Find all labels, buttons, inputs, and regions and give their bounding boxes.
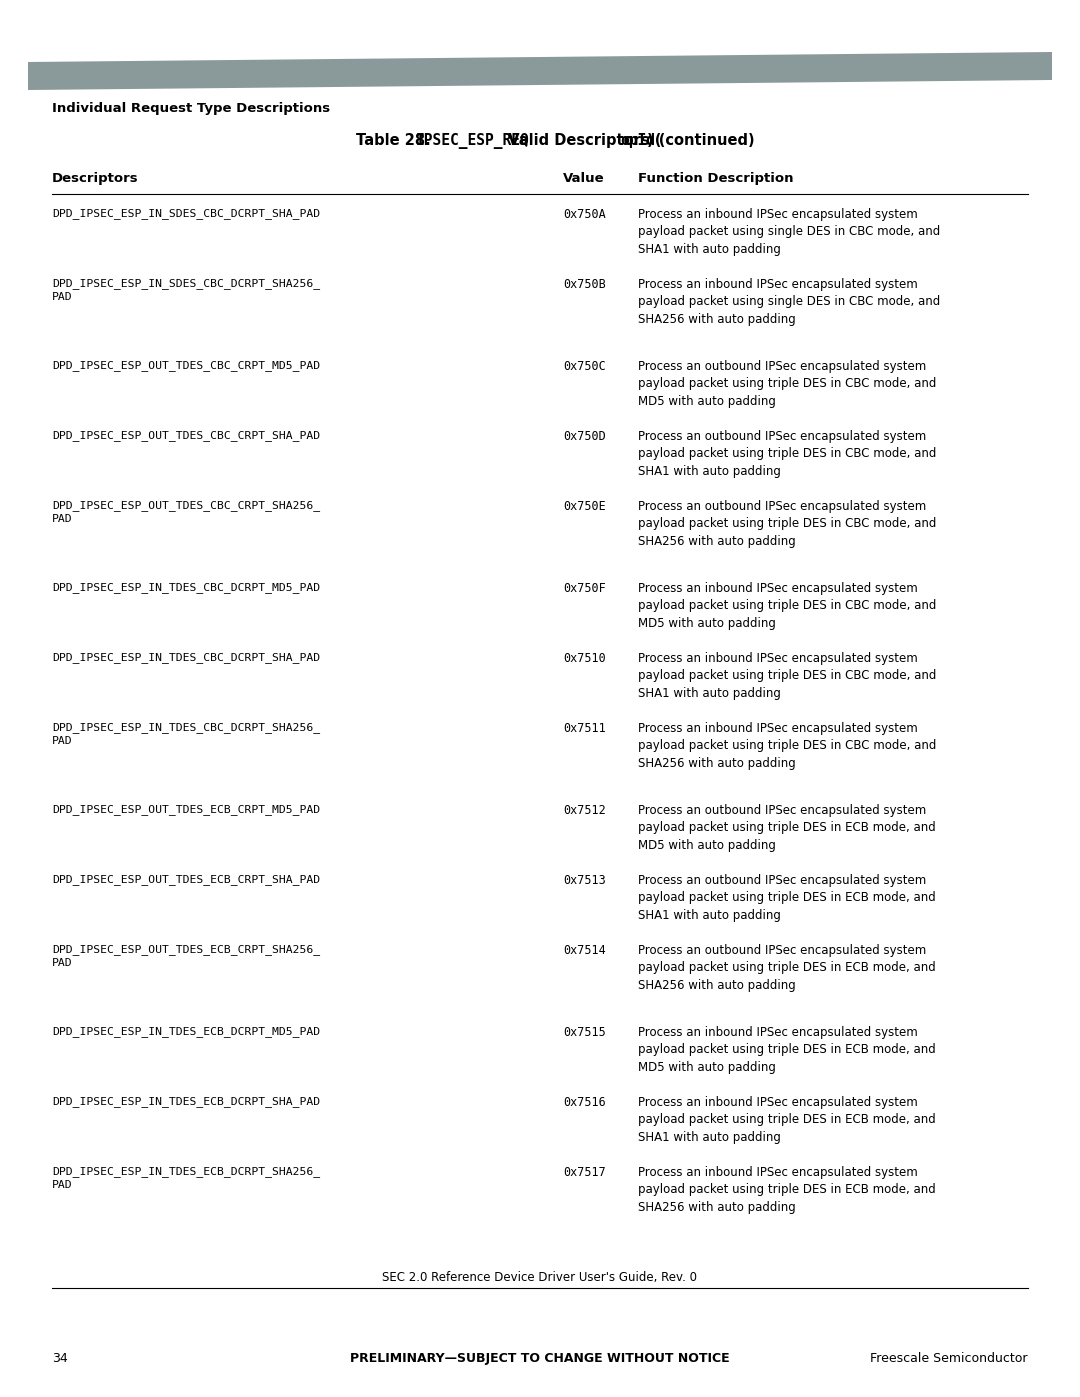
Text: PAD: PAD <box>52 1180 72 1190</box>
Text: DPD_IPSEC_ESP_IN_SDES_CBC_DCRPT_SHA_PAD: DPD_IPSEC_ESP_IN_SDES_CBC_DCRPT_SHA_PAD <box>52 208 320 219</box>
Text: Table 28.: Table 28. <box>356 133 436 148</box>
Text: Process an outbound IPSec encapsulated system
payload packet using triple DES in: Process an outbound IPSec encapsulated s… <box>638 430 936 478</box>
Text: 0x7516: 0x7516 <box>563 1097 606 1109</box>
Text: 0x7517: 0x7517 <box>563 1166 606 1179</box>
Text: 0x750A: 0x750A <box>563 208 606 221</box>
Text: SEC 2.0 Reference Device Driver User's Guide, Rev. 0: SEC 2.0 Reference Device Driver User's G… <box>382 1271 698 1284</box>
Text: DPD_IPSEC_ESP_IN_TDES_CBC_DCRPT_SHA_PAD: DPD_IPSEC_ESP_IN_TDES_CBC_DCRPT_SHA_PAD <box>52 652 320 664</box>
Text: 0x750F: 0x750F <box>563 583 606 595</box>
Text: DPD_IPSEC_ESP_OUT_TDES_CBC_CRPT_SHA_PAD: DPD_IPSEC_ESP_OUT_TDES_CBC_CRPT_SHA_PAD <box>52 430 320 441</box>
Text: IPSEC_ESP_REQ: IPSEC_ESP_REQ <box>415 133 529 149</box>
Text: Process an inbound IPSec encapsulated system
payload packet using triple DES in : Process an inbound IPSec encapsulated sy… <box>638 583 936 630</box>
Text: 0x750C: 0x750C <box>563 360 606 373</box>
Text: ) (continued): ) (continued) <box>647 133 755 148</box>
Text: DPD_IPSEC_ESP_IN_TDES_ECB_DCRPT_SHA_PAD: DPD_IPSEC_ESP_IN_TDES_ECB_DCRPT_SHA_PAD <box>52 1097 320 1106</box>
Text: PAD: PAD <box>52 514 72 524</box>
Text: PRELIMINARY—SUBJECT TO CHANGE WITHOUT NOTICE: PRELIMINARY—SUBJECT TO CHANGE WITHOUT NO… <box>350 1352 730 1365</box>
Text: 0x7512: 0x7512 <box>563 805 606 817</box>
Text: Individual Request Type Descriptions: Individual Request Type Descriptions <box>52 102 330 115</box>
Text: DPD_IPSEC_ESP_OUT_TDES_CBC_CRPT_SHA256_: DPD_IPSEC_ESP_OUT_TDES_CBC_CRPT_SHA256_ <box>52 500 320 511</box>
Text: PAD: PAD <box>52 958 72 968</box>
Text: DPD_IPSEC_ESP_OUT_TDES_CBC_CRPT_MD5_PAD: DPD_IPSEC_ESP_OUT_TDES_CBC_CRPT_MD5_PAD <box>52 360 320 372</box>
Text: 0x750E: 0x750E <box>563 500 606 513</box>
Text: Process an inbound IPSec encapsulated system
payload packet using triple DES in : Process an inbound IPSec encapsulated sy… <box>638 722 936 770</box>
Text: 0x750B: 0x750B <box>563 278 606 291</box>
Text: 0x7510: 0x7510 <box>563 652 606 665</box>
Text: Process an outbound IPSec encapsulated system
payload packet using triple DES in: Process an outbound IPSec encapsulated s… <box>638 360 936 408</box>
Text: Process an inbound IPSec encapsulated system
payload packet using single DES in : Process an inbound IPSec encapsulated sy… <box>638 278 941 326</box>
Text: PAD: PAD <box>52 292 72 302</box>
Text: Process an inbound IPSec encapsulated system
payload packet using triple DES in : Process an inbound IPSec encapsulated sy… <box>638 1025 935 1074</box>
Text: 34: 34 <box>52 1352 68 1365</box>
Text: Valid Descriptors (: Valid Descriptors ( <box>502 133 661 148</box>
Text: Freescale Semiconductor: Freescale Semiconductor <box>870 1352 1028 1365</box>
Text: opId: opId <box>620 133 656 148</box>
Text: DPD_IPSEC_ESP_IN_TDES_CBC_DCRPT_SHA256_: DPD_IPSEC_ESP_IN_TDES_CBC_DCRPT_SHA256_ <box>52 722 320 733</box>
Text: DPD_IPSEC_ESP_IN_TDES_ECB_DCRPT_MD5_PAD: DPD_IPSEC_ESP_IN_TDES_ECB_DCRPT_MD5_PAD <box>52 1025 320 1037</box>
Text: Function Description: Function Description <box>638 172 794 184</box>
Text: 0x750D: 0x750D <box>563 430 606 443</box>
Text: DPD_IPSEC_ESP_IN_TDES_ECB_DCRPT_SHA256_: DPD_IPSEC_ESP_IN_TDES_ECB_DCRPT_SHA256_ <box>52 1166 320 1176</box>
Text: DPD_IPSEC_ESP_IN_TDES_CBC_DCRPT_MD5_PAD: DPD_IPSEC_ESP_IN_TDES_CBC_DCRPT_MD5_PAD <box>52 583 320 592</box>
Text: PAD: PAD <box>52 736 72 746</box>
Text: Process an inbound IPSec encapsulated system
payload packet using single DES in : Process an inbound IPSec encapsulated sy… <box>638 208 941 256</box>
Text: 0x7515: 0x7515 <box>563 1025 606 1039</box>
Text: 0x7513: 0x7513 <box>563 875 606 887</box>
Text: 0x7514: 0x7514 <box>563 944 606 957</box>
Polygon shape <box>28 52 1052 89</box>
Text: Process an outbound IPSec encapsulated system
payload packet using triple DES in: Process an outbound IPSec encapsulated s… <box>638 875 935 922</box>
Text: DPD_IPSEC_ESP_OUT_TDES_ECB_CRPT_MD5_PAD: DPD_IPSEC_ESP_OUT_TDES_ECB_CRPT_MD5_PAD <box>52 805 320 814</box>
Text: DPD_IPSEC_ESP_OUT_TDES_ECB_CRPT_SHA_PAD: DPD_IPSEC_ESP_OUT_TDES_ECB_CRPT_SHA_PAD <box>52 875 320 884</box>
Text: Process an outbound IPSec encapsulated system
payload packet using triple DES in: Process an outbound IPSec encapsulated s… <box>638 944 935 992</box>
Text: Process an inbound IPSec encapsulated system
payload packet using triple DES in : Process an inbound IPSec encapsulated sy… <box>638 1097 935 1144</box>
Text: Process an inbound IPSec encapsulated system
payload packet using triple DES in : Process an inbound IPSec encapsulated sy… <box>638 652 936 700</box>
Text: DPD_IPSEC_ESP_OUT_TDES_ECB_CRPT_SHA256_: DPD_IPSEC_ESP_OUT_TDES_ECB_CRPT_SHA256_ <box>52 944 320 956</box>
Text: Process an outbound IPSec encapsulated system
payload packet using triple DES in: Process an outbound IPSec encapsulated s… <box>638 805 935 852</box>
Text: Process an outbound IPSec encapsulated system
payload packet using triple DES in: Process an outbound IPSec encapsulated s… <box>638 500 936 548</box>
Text: DPD_IPSEC_ESP_IN_SDES_CBC_DCRPT_SHA256_: DPD_IPSEC_ESP_IN_SDES_CBC_DCRPT_SHA256_ <box>52 278 320 289</box>
Text: Process an inbound IPSec encapsulated system
payload packet using triple DES in : Process an inbound IPSec encapsulated sy… <box>638 1166 935 1214</box>
Text: 0x7511: 0x7511 <box>563 722 606 735</box>
Text: Value: Value <box>563 172 605 184</box>
Text: Descriptors: Descriptors <box>52 172 138 184</box>
